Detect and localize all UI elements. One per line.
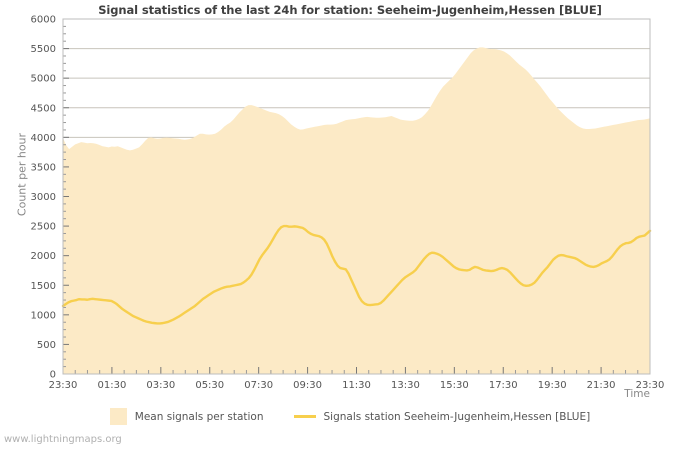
svg-text:07:30: 07:30 xyxy=(244,380,273,391)
svg-text:13:30: 13:30 xyxy=(391,380,420,391)
legend-label-station: Signals station Seeheim-Jugenheim,Hessen… xyxy=(323,410,591,423)
svg-text:4000: 4000 xyxy=(31,133,56,144)
svg-text:500: 500 xyxy=(37,340,56,351)
svg-text:11:30: 11:30 xyxy=(342,380,371,391)
svg-text:5000: 5000 xyxy=(31,74,56,85)
watermark: www.lightningmaps.org xyxy=(4,434,122,445)
x-axis-label: Time xyxy=(624,388,650,400)
svg-text:2500: 2500 xyxy=(31,222,56,233)
svg-text:23:30: 23:30 xyxy=(636,380,665,391)
page-title: Signal statistics of the last 24h for st… xyxy=(98,3,602,17)
svg-text:1000: 1000 xyxy=(31,310,56,321)
svg-text:03:30: 03:30 xyxy=(146,380,175,391)
legend-item-station[interactable]: Signals station Seeheim-Jugenheim,Hessen… xyxy=(293,410,591,423)
svg-text:3000: 3000 xyxy=(31,192,56,203)
svg-text:01:30: 01:30 xyxy=(98,380,127,391)
y-axis-ticks: 0 500 1000 1500 2000 2500 3000 3500 4000 4500 5000… xyxy=(31,15,69,381)
station-signals-line xyxy=(61,224,652,325)
svg-text:09:30: 09:30 xyxy=(293,380,322,391)
svg-text:19:30: 19:30 xyxy=(538,380,567,391)
svg-text:0: 0 xyxy=(50,370,56,381)
svg-text:1500: 1500 xyxy=(31,281,56,292)
y-axis-label: Count per hour xyxy=(15,132,29,217)
plot-border xyxy=(62,18,651,375)
svg-text:4500: 4500 xyxy=(31,103,56,114)
svg-text:23:30: 23:30 xyxy=(49,380,78,391)
svg-text:3500: 3500 xyxy=(31,162,56,173)
legend-item-mean[interactable]: Mean signals per station xyxy=(109,408,264,425)
svg-text:17:30: 17:30 xyxy=(489,380,518,391)
x-axis-ticks: 23:30 01:30 03:30 05:30 07:30 09:30 11:30 13:30… xyxy=(49,367,665,391)
svg-text:6000: 6000 xyxy=(31,15,56,26)
legend-label-mean: Mean signals per station xyxy=(134,410,264,423)
svg-text:05:30: 05:30 xyxy=(195,380,224,391)
area-swatch-icon xyxy=(109,408,127,425)
svg-text:2000: 2000 xyxy=(31,251,56,262)
mean-signals-area xyxy=(63,47,650,375)
line-swatch-icon xyxy=(293,415,316,418)
svg-text:15:30: 15:30 xyxy=(440,380,469,391)
svg-text:21:30: 21:30 xyxy=(587,380,616,391)
chart-legend: Mean signals per station Signals station… xyxy=(0,408,700,425)
chart-plot: 0 500 1000 1500 2000 2500 3000 3500 4000 4500 5000… xyxy=(31,15,665,392)
svg-text:5500: 5500 xyxy=(31,44,56,55)
